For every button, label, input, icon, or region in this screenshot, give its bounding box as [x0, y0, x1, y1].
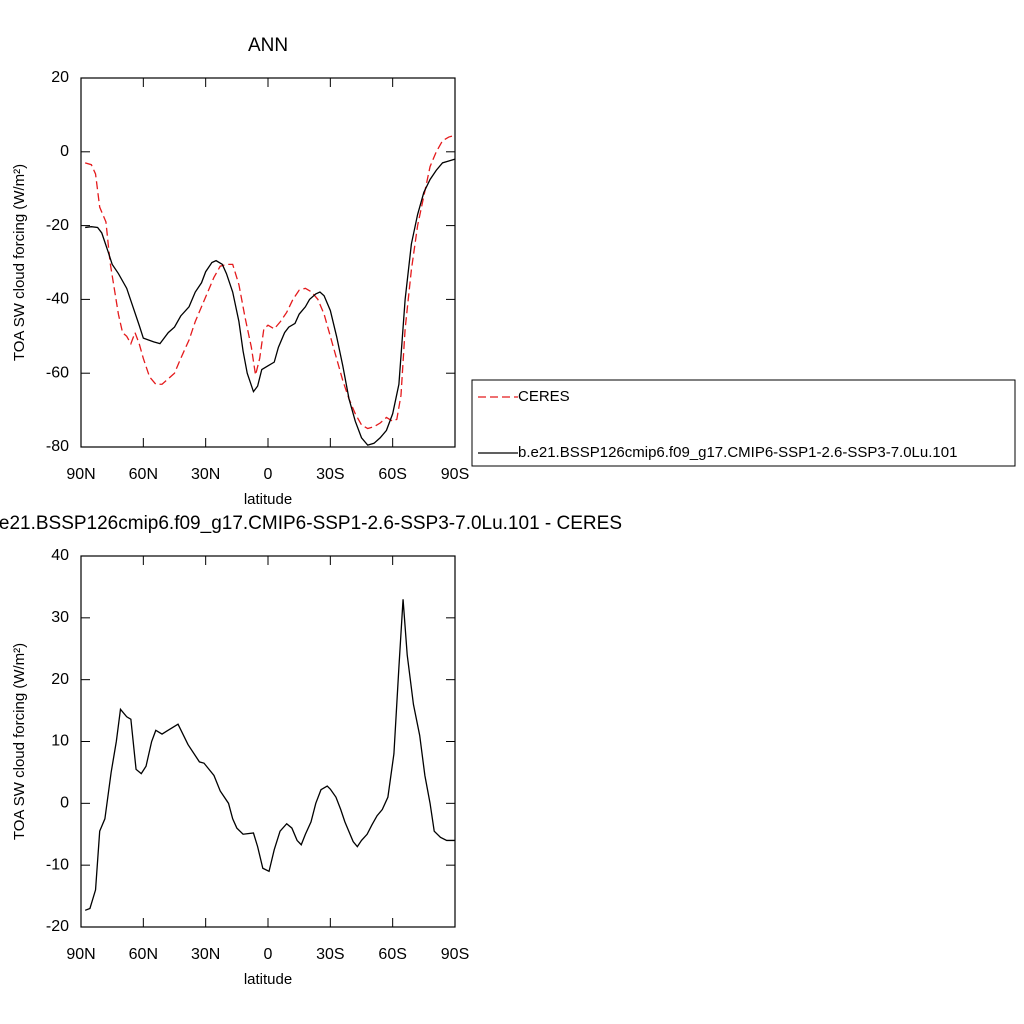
legend-box	[471, 379, 1016, 467]
x-tick-label: 60S	[378, 946, 406, 963]
y-axis-label: TOA SW cloud forcing (W/m²)	[11, 164, 28, 361]
x-tick-label: 90S	[441, 466, 469, 483]
x-tick-label: 30N	[191, 466, 220, 483]
y-tick-label: 10	[51, 733, 69, 750]
data-line	[84, 134, 456, 430]
x-tick-label: 30S	[316, 946, 344, 963]
x-tick-label: 30N	[191, 946, 220, 963]
y-tick-label: 0	[60, 143, 69, 160]
x-axis-label: latitude	[244, 971, 292, 988]
chart-title: ANN	[248, 35, 288, 56]
y-tick-label: -20	[46, 217, 69, 234]
y-tick-label: 20	[51, 69, 69, 86]
y-tick-label: -80	[46, 438, 69, 455]
y-tick-label: -60	[46, 364, 69, 381]
y-tick-label: 20	[51, 671, 69, 688]
chart-title: b.e21.BSSP126cmip6.f09_g17.CMIP6-SSP1-2.…	[0, 513, 622, 534]
y-tick-label: -40	[46, 291, 69, 308]
plot-frame	[80, 77, 456, 448]
x-tick-label: 90S	[441, 946, 469, 963]
x-tick-label: 60N	[129, 466, 158, 483]
data-line	[84, 599, 455, 911]
legend-label: CERES	[518, 388, 570, 405]
y-tick-label: -20	[46, 918, 69, 935]
x-tick-label: 90N	[66, 466, 95, 483]
y-tick-label: 30	[51, 609, 69, 626]
x-tick-label: 60S	[378, 466, 406, 483]
y-axis-label: TOA SW cloud forcing (W/m²)	[11, 643, 28, 840]
x-tick-label: 30S	[316, 466, 344, 483]
y-tick-label: 40	[51, 547, 69, 564]
data-line	[85, 158, 456, 446]
y-tick-label: 0	[60, 795, 69, 812]
x-tick-label: 90N	[66, 946, 95, 963]
x-tick-label: 60N	[129, 946, 158, 963]
plot-frame	[80, 555, 456, 928]
legend-label: b.e21.BSSP126cmip6.f09_g17.CMIP6-SSP1-2.…	[518, 444, 957, 461]
x-axis-label: latitude	[244, 491, 292, 508]
x-tick-label: 0	[264, 946, 273, 963]
y-tick-label: -10	[46, 856, 69, 873]
x-tick-label: 0	[264, 466, 273, 483]
